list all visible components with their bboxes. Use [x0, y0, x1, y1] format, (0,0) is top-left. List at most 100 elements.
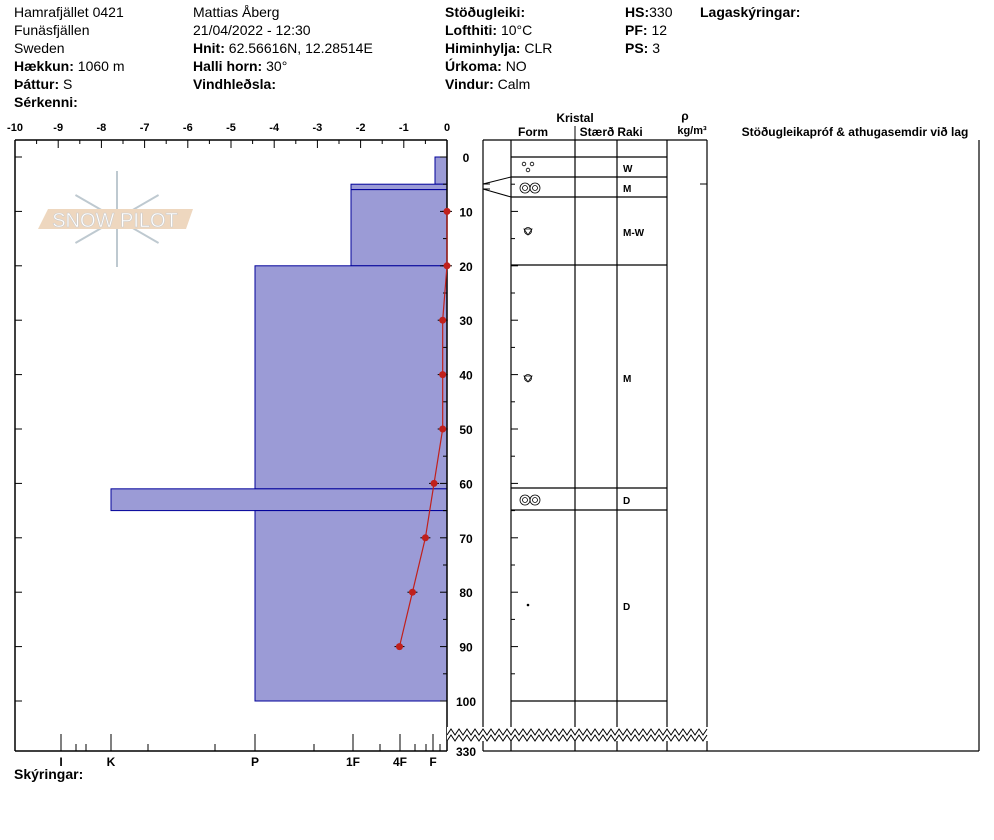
temp-tick-label: -3 [313, 122, 323, 134]
temperature-point [430, 479, 438, 487]
melt-cluster-icon [529, 182, 541, 194]
temp-tick-label: -9 [53, 122, 63, 134]
hardness-bar [110, 488, 448, 512]
depth-break-zigzag [446, 734, 708, 742]
moisture-value: M [623, 374, 631, 385]
hardness-label: P [251, 755, 259, 769]
form-header: Form [518, 125, 548, 139]
melt-cluster-icon [522, 497, 528, 503]
elevation: Hækkun: 1060 m [14, 58, 125, 74]
site-name: Hamrafjället 0421 [14, 4, 124, 20]
temperature-point [443, 207, 451, 215]
depth-label: 30 [459, 314, 473, 328]
temperature-point [421, 534, 429, 542]
depth-label: 70 [459, 532, 473, 546]
depth-label: 0 [463, 151, 470, 165]
features: Sérkenni: [14, 94, 78, 110]
decomposing-grain-icon [521, 161, 527, 167]
moisture-value: W [623, 164, 633, 175]
melt-cluster-icon [522, 185, 528, 191]
temp-tick-label: -6 [183, 122, 193, 134]
hardness-bar [254, 265, 448, 490]
temp-tick-label: 0 [444, 122, 450, 134]
melt-cluster-icon [529, 494, 541, 506]
temperature-point [439, 371, 447, 379]
hs: HS:330 [625, 4, 673, 20]
temp-tick-label: -4 [269, 122, 280, 134]
rounded-faceted-icon [523, 228, 533, 236]
temp-tick-label: -7 [140, 122, 150, 134]
moisture-value: M-W [623, 228, 645, 239]
precipitation: Úrkoma: NO [445, 58, 527, 74]
air-temp: Lofthiti: 10°C [445, 22, 533, 38]
depth-label: 60 [459, 477, 473, 491]
temp-tick-label: -2 [356, 122, 366, 134]
layer-connector [482, 176, 512, 185]
hardness-bar [350, 189, 448, 267]
temperature-point [443, 262, 451, 270]
precipitation-particle-icon [526, 603, 530, 607]
pf: PF: 12 [625, 22, 668, 38]
moisture-value: D [623, 496, 630, 507]
moisture-value: D [623, 602, 630, 613]
wind: Vindur: Calm [445, 76, 531, 92]
moisture-value: M [623, 184, 631, 195]
depth-label: 80 [459, 586, 473, 600]
depth-label: 50 [459, 423, 473, 437]
rounded-faceted-icon [524, 227, 532, 235]
temperature-point [408, 588, 416, 596]
decomposing-grain-icon [525, 167, 531, 173]
depth-label: 40 [459, 369, 473, 383]
wind-loading: Vindhleðsla: [193, 76, 276, 92]
density-rho-header: ρ [681, 109, 688, 123]
hardness-bar [350, 183, 448, 191]
moisture-header: Raki [617, 125, 642, 139]
temperature-point [439, 425, 447, 433]
depth-label: 10 [459, 205, 473, 219]
slope-angle: Halli horn: 30° [193, 58, 288, 74]
size-header: Stærð [580, 125, 615, 139]
coordinates: Hnit: 62.56616N, 12.28514E [193, 40, 373, 56]
melt-cluster-icon [519, 182, 531, 194]
hardness-bar [434, 156, 448, 185]
melt-cluster-icon [532, 497, 538, 503]
ps: PS: 3 [625, 40, 661, 56]
depth-label: 20 [459, 260, 473, 274]
temperature-point [395, 643, 403, 651]
observer: Mattias Åberg [193, 4, 280, 20]
depth-bottom-label: 330 [456, 745, 476, 759]
stability: Stöðugleiki: [445, 4, 526, 20]
depth-label: 90 [459, 641, 473, 655]
comments-label: Skýringar: [14, 766, 84, 782]
layer-connector [482, 188, 512, 198]
svg-text:SNOW PILOT: SNOW PILOT [52, 210, 178, 232]
hardness-label: 4F [393, 755, 407, 769]
melt-cluster-icon [519, 494, 531, 506]
hardness-bar [254, 510, 448, 702]
range-name: Funäsfjällen [14, 22, 90, 38]
temp-tick-label: -10 [7, 122, 23, 134]
temp-tick-label: -8 [97, 122, 107, 134]
aspect: Þáttur: S [14, 76, 73, 92]
rounded-faceted-icon [523, 375, 533, 383]
temp-tick-label: -1 [399, 122, 409, 134]
sky-cover: Himinhylja: CLR [445, 40, 553, 56]
temperature-point [439, 316, 447, 324]
hardness-label: I [59, 755, 62, 769]
depth-break-zigzag [446, 728, 708, 736]
snowpilot-logo: SNOW PILOT [38, 171, 193, 267]
melt-cluster-icon [532, 185, 538, 191]
temp-tick-label: -5 [226, 122, 236, 134]
decomposing-grain-icon [529, 161, 535, 167]
density-unit-header: kg/m³ [677, 125, 707, 137]
rounded-faceted-icon [524, 374, 532, 382]
country: Sweden [14, 40, 65, 56]
crystal-header: Kristal [556, 111, 593, 125]
hardness-label: K [107, 755, 116, 769]
hardness-label: F [429, 755, 436, 769]
hardness-label: 1F [346, 755, 360, 769]
depth-label: 100 [456, 695, 476, 709]
datetime: 21/04/2022 - 12:30 [193, 22, 311, 38]
notes-header: Stöðugleikapróf & athugasemdir við lag [742, 125, 969, 139]
